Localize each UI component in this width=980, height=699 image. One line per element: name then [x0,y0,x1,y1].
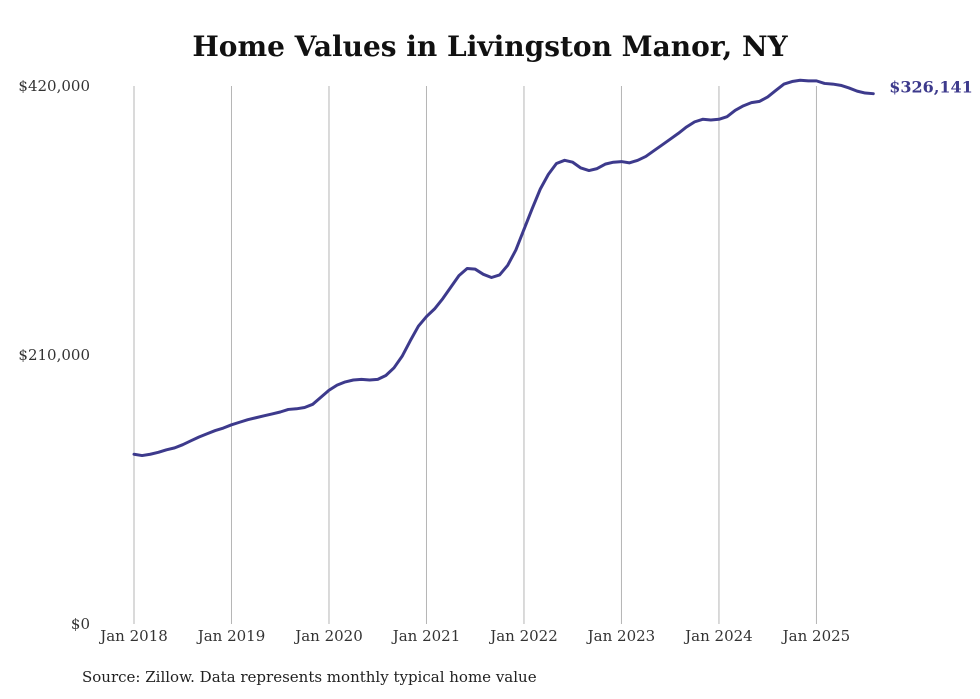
y-axis-ticks: $0 $210,000 $420,000 [18,77,90,633]
x-axis-ticks: Jan 2018 Jan 2019 Jan 2020 Jan 2021 Jan 2022… [98,627,850,645]
y-tick-label-0: $0 [71,615,90,633]
x-tick-label-6: Jan 2024 [683,627,753,645]
latest-value-label: $326,141 [889,78,973,97]
chart-title: Home Values in Livingston Manor, NY [192,30,788,63]
x-tick-label-3: Jan 2021 [391,627,461,645]
home-value-line [132,78,875,458]
x-tick-label-5: Jan 2023 [586,627,656,645]
x-tick-label-1: Jan 2019 [196,627,266,645]
source-note: Source: Zillow. Data represents monthly … [82,668,537,686]
x-tick-label-4: Jan 2022 [488,627,558,645]
y-tick-label-1: $210,000 [18,346,90,364]
x-tick-label-0: Jan 2018 [98,627,168,645]
x-tick-label-7: Jan 2025 [781,627,851,645]
x-tick-label-2: Jan 2020 [293,627,363,645]
grid-lines [133,86,817,624]
y-tick-label-2: $420,000 [18,77,90,95]
